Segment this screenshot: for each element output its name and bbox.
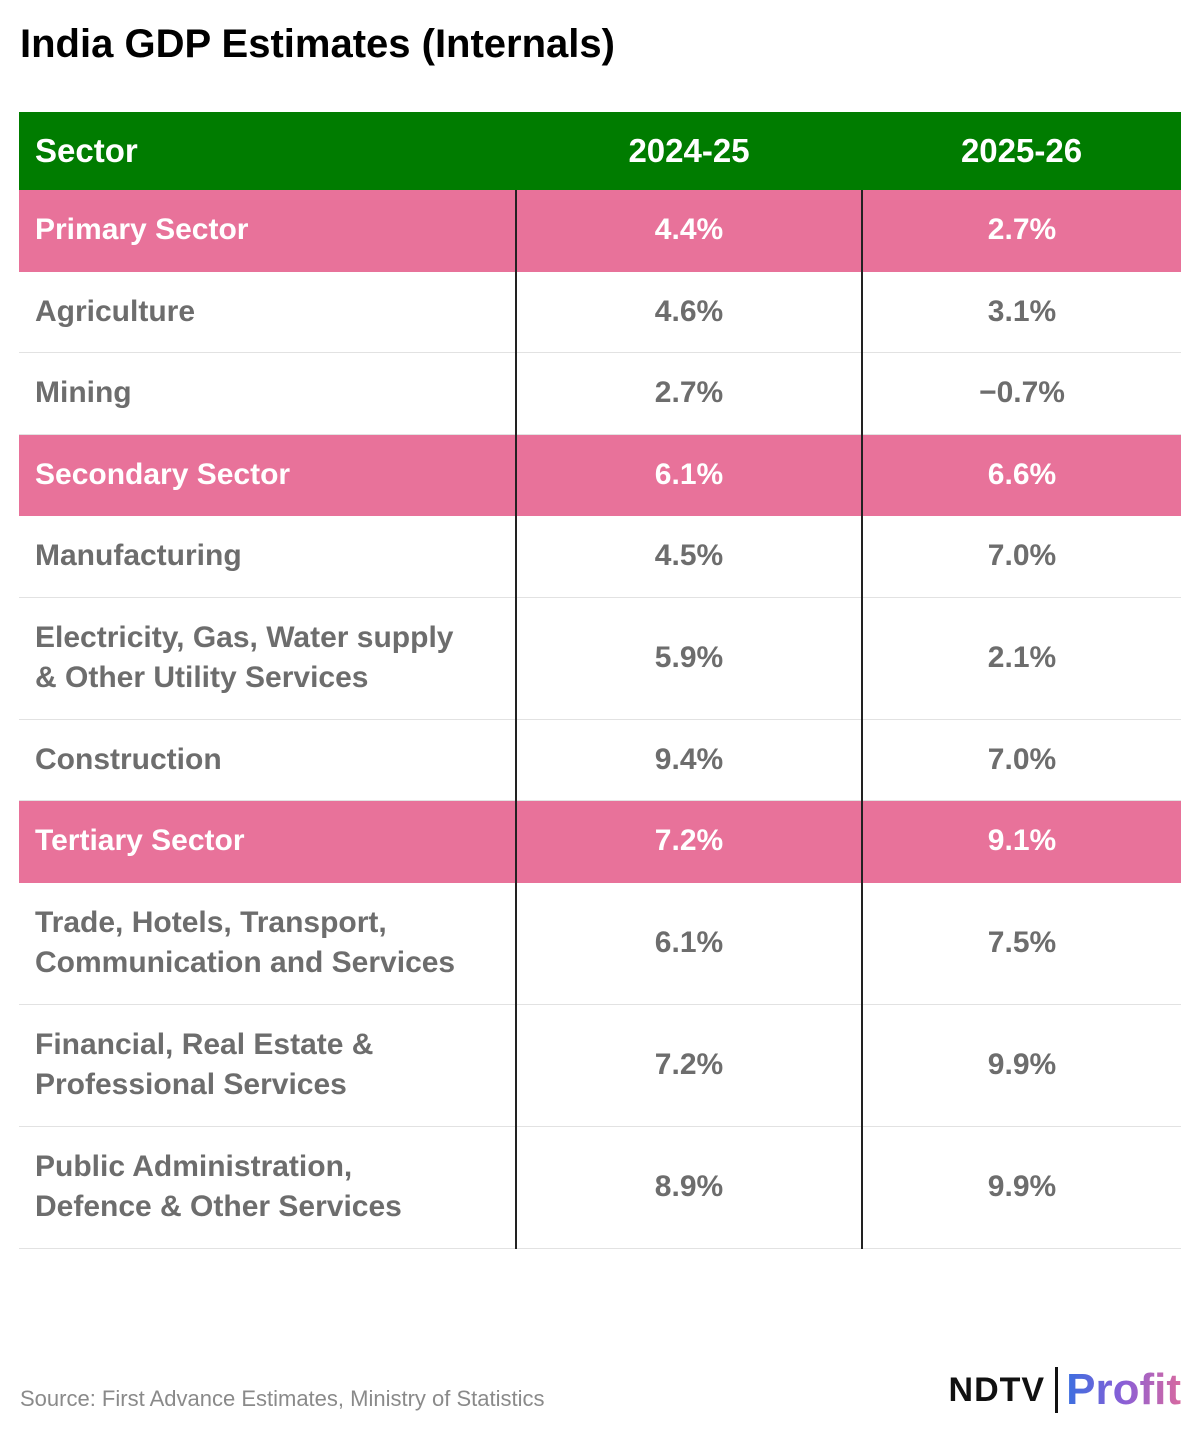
sector-name: Agriculture (19, 271, 516, 353)
growth-value: 9.9% (861, 1004, 1181, 1127)
column-header: 2025-26 (862, 112, 1181, 190)
sector-name: Primary Sector (19, 190, 516, 272)
growth-value: 6.1% (515, 882, 862, 1005)
sub-sector-row: Construction 9.4% 7.0% (19, 719, 1181, 801)
growth-value: 2.7% (515, 352, 862, 435)
sector-name: Mining (19, 352, 516, 435)
growth-value: 9.9% (861, 1126, 1181, 1249)
header-row: Sector 2024-25 2025-26 (19, 112, 1181, 190)
gdp-table: Sector 2024-25 2025-26 Primary Sector 4.4% 2… (19, 112, 1181, 1249)
sub-sector-row: Public Administration, Defence & Other S… (19, 1126, 1181, 1249)
sector-name: Tertiary Sector (19, 800, 516, 883)
growth-value: −0.7% (861, 352, 1181, 435)
sector-name: Public Administration, Defence & Other S… (19, 1126, 516, 1249)
growth-value: 6.1% (515, 434, 862, 516)
sector-name: Financial, Real Estate & Professional Se… (19, 1004, 516, 1127)
title: India GDP Estimates (Internals) (20, 22, 615, 66)
sub-sector-row: Manufacturing 4.5% 7.0% (19, 515, 1181, 598)
growth-value: 4.5% (515, 515, 862, 598)
logo: NDTV Profit (948, 1365, 1181, 1414)
sector-row: Primary Sector 4.4% 2.7% (19, 190, 1181, 272)
sector-name: Electricity, Gas, Water supply & Other U… (19, 597, 516, 720)
sector-name: Trade, Hotels, Transport, Communication … (19, 882, 516, 1005)
sub-sector-row: Financial, Real Estate & Professional Se… (19, 1004, 1181, 1127)
growth-value: 6.6% (861, 434, 1181, 516)
source-note: Source: First Advance Estimates, Ministr… (20, 1386, 545, 1411)
growth-value: 7.0% (861, 515, 1181, 598)
sector-row: Secondary Sector 6.1% 6.6% (19, 434, 1181, 516)
sub-sector-row: Trade, Hotels, Transport, Communication … (19, 882, 1181, 1005)
growth-value: 2.1% (861, 597, 1181, 720)
growth-value: 5.9% (515, 597, 862, 720)
logo-divider (1055, 1367, 1059, 1413)
sector-row: Tertiary Sector 7.2% 9.1% (19, 800, 1181, 883)
sector-name: Manufacturing (19, 515, 516, 598)
sub-sector-row: Electricity, Gas, Water supply & Other U… (19, 597, 1181, 720)
growth-value: 7.5% (861, 882, 1181, 1005)
logo-product: Profit (1066, 1365, 1181, 1414)
growth-value: 9.1% (861, 800, 1181, 883)
growth-value: 3.1% (861, 271, 1181, 353)
column-header: 2024-25 (516, 112, 862, 190)
sector-name: Secondary Sector (19, 434, 516, 516)
growth-value: 7.2% (515, 1004, 862, 1127)
sector-name: Construction (19, 719, 516, 801)
sub-sector-row: Mining 2.7% −0.7% (19, 352, 1181, 435)
logo-brand: NDTV (948, 1370, 1046, 1409)
growth-value: 2.7% (861, 190, 1181, 272)
growth-value: 7.2% (515, 800, 862, 883)
growth-value: 4.4% (515, 190, 862, 272)
growth-value: 4.6% (515, 271, 862, 353)
growth-value: 8.9% (515, 1126, 862, 1249)
column-header: Sector (19, 112, 516, 190)
growth-value: 7.0% (861, 719, 1181, 801)
growth-value: 9.4% (515, 719, 862, 801)
sub-sector-row: Agriculture 4.6% 3.1% (19, 271, 1181, 353)
